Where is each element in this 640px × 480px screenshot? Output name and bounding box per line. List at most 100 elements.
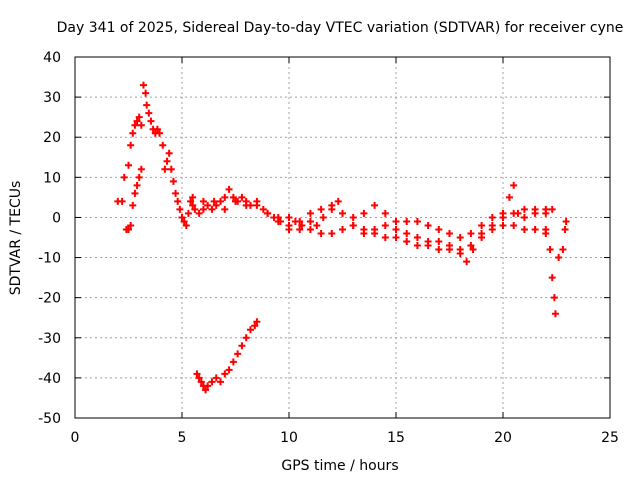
data-point	[478, 221, 486, 229]
data-point	[520, 213, 528, 221]
x-tick-label: 5	[178, 430, 187, 446]
x-tick-label: 0	[71, 430, 80, 446]
data-point	[349, 213, 357, 221]
data-point	[446, 246, 453, 254]
data-point	[548, 205, 556, 213]
data-point	[118, 197, 126, 205]
data-point	[167, 165, 175, 173]
data-point	[456, 234, 464, 241]
x-tick-label: 20	[494, 430, 512, 446]
data-point	[296, 217, 304, 225]
data-point	[153, 125, 161, 133]
data-point	[210, 197, 218, 205]
data-point	[229, 358, 237, 366]
data-point	[189, 193, 197, 201]
data-point	[313, 221, 321, 229]
data-point	[137, 121, 145, 129]
data-points	[114, 81, 570, 394]
data-point	[551, 310, 559, 318]
data-point	[197, 378, 205, 386]
data-point	[392, 225, 400, 233]
data-point	[403, 229, 411, 237]
data-point	[147, 117, 155, 125]
data-point	[133, 117, 141, 125]
data-point	[184, 209, 192, 217]
y-tick-label: 20	[43, 130, 61, 146]
data-point	[199, 197, 207, 205]
data-point	[561, 225, 569, 233]
data-point	[251, 322, 259, 330]
data-point	[217, 197, 225, 205]
data-point	[478, 234, 486, 241]
data-point	[339, 209, 346, 217]
data-point	[413, 242, 421, 250]
data-point	[424, 242, 432, 250]
data-point	[133, 181, 141, 189]
data-point	[548, 274, 556, 282]
data-point	[208, 378, 216, 386]
x-tick-label: 10	[280, 430, 298, 446]
data-point	[180, 217, 188, 225]
data-point	[381, 234, 389, 241]
data-point	[505, 193, 513, 201]
data-point	[435, 246, 443, 254]
data-point	[550, 294, 558, 302]
data-point	[212, 374, 220, 382]
data-point	[232, 197, 239, 205]
data-point	[193, 370, 201, 378]
plot-frame	[74, 56, 611, 419]
data-point	[191, 205, 199, 213]
data-point	[221, 193, 229, 201]
data-point	[259, 205, 267, 213]
data-point	[242, 201, 250, 209]
data-point	[139, 81, 147, 89]
data-point	[285, 213, 293, 221]
y-tick-label: 10	[43, 170, 61, 186]
data-point	[317, 205, 325, 213]
data-point	[127, 141, 135, 149]
data-point	[174, 197, 182, 205]
data-point	[488, 213, 496, 221]
data-point	[125, 225, 132, 233]
data-point	[392, 217, 400, 225]
data-point	[274, 217, 282, 225]
data-point	[542, 229, 550, 237]
x-axis-label: GPS time / hours	[281, 458, 398, 474]
data-point	[510, 181, 518, 189]
data-point	[253, 318, 261, 326]
data-point	[520, 205, 528, 213]
data-point	[381, 209, 389, 217]
data-point	[204, 201, 212, 209]
y-tick-label: 30	[43, 90, 61, 106]
data-point	[542, 209, 550, 217]
data-point	[165, 149, 173, 157]
data-point	[559, 246, 567, 254]
data-point	[195, 209, 203, 217]
data-point	[142, 89, 150, 97]
data-point	[143, 101, 151, 109]
data-point	[202, 386, 210, 394]
data-point	[339, 225, 346, 233]
y-tick-label: -50	[38, 411, 61, 427]
data-point	[360, 209, 368, 217]
data-point	[238, 342, 246, 350]
x-tick-label: 25	[601, 430, 619, 446]
data-point	[349, 221, 357, 229]
data-point	[298, 221, 306, 229]
data-point	[285, 225, 293, 233]
data-point	[127, 221, 135, 229]
data-point	[499, 209, 507, 217]
data-point	[161, 165, 169, 173]
data-point	[264, 209, 272, 217]
data-point	[306, 209, 314, 217]
data-point	[317, 229, 325, 237]
data-point	[225, 366, 233, 374]
data-point	[163, 157, 171, 165]
data-point	[204, 382, 212, 390]
data-point	[120, 173, 128, 181]
data-point	[145, 109, 153, 117]
y-tick-label: 0	[52, 210, 61, 226]
data-point	[562, 217, 570, 225]
data-point	[435, 238, 443, 246]
